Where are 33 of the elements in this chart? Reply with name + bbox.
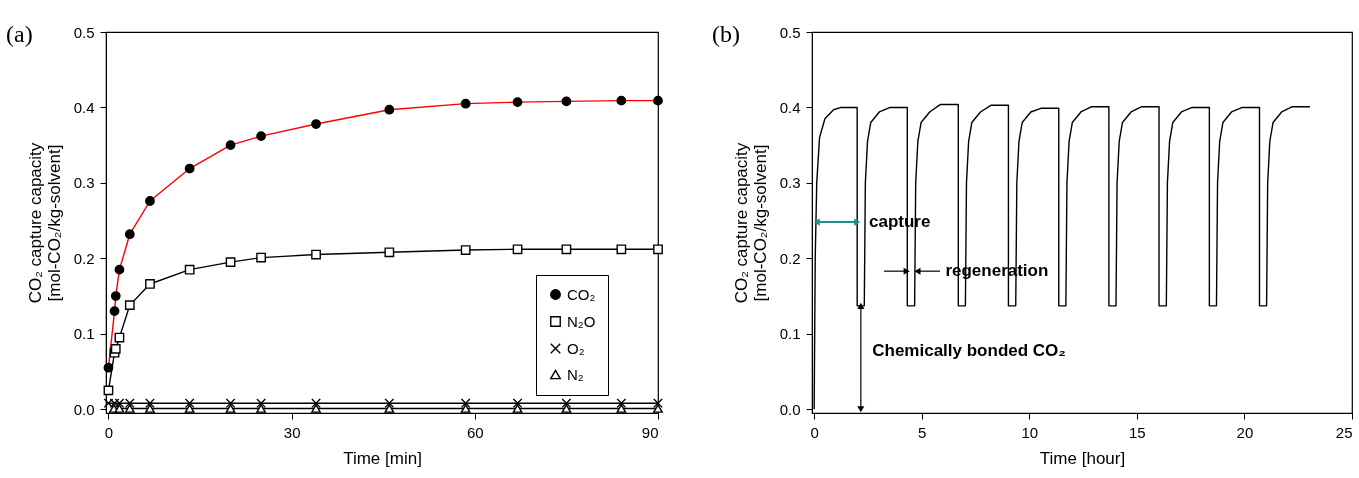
x-axis-title: Time [min] (343, 448, 422, 468)
y-axis-title: CO₂ capture capacity [mol-CO₂/kg-solvent] (731, 142, 770, 304)
x-tick-label: 10 (1021, 423, 1039, 441)
y-tick-label: 0.4 (73, 98, 95, 116)
y-tick-label: 0.5 (73, 23, 95, 41)
y-axis-title: CO₂ capture capacity [mol-CO₂/kg-solvent] (25, 142, 64, 304)
chart-title: (a) (6, 21, 33, 47)
y-tick-label: 0.5 (779, 23, 801, 41)
y-tick-label: 0.0 (779, 400, 801, 418)
x-tick-label: 20 (1236, 423, 1254, 441)
y-tick-label: 0.1 (779, 325, 801, 343)
y-tick-label: 0.2 (73, 249, 95, 267)
y-tick-label: 0.4 (779, 98, 801, 116)
x-tick-label: 30 (283, 423, 301, 441)
y-tick-label: 0.3 (73, 174, 95, 192)
y-tick-label: 0.0 (73, 400, 95, 418)
y-tick-label: 0.2 (779, 249, 801, 267)
x-tick-label: 60 (466, 423, 484, 441)
y-tick-label: 0.3 (779, 174, 801, 192)
x-axis-title: Time [hour] (1039, 448, 1126, 468)
legend-label: CO₂ (567, 285, 596, 303)
x-tick-label: 0 (810, 423, 819, 441)
annotation: Chemically bonded CO₂ (872, 341, 1066, 361)
x-tick-label: 0 (104, 423, 114, 441)
y-tick-label: 0.1 (73, 325, 95, 343)
legend-label: N₂ (567, 365, 584, 383)
x-tick-label: 25 (1335, 423, 1353, 441)
x-tick-label: 5 (918, 423, 927, 441)
legend-label: O₂ (567, 339, 585, 357)
legend-label: N₂O (567, 312, 596, 330)
chart-title: (b) (712, 21, 740, 47)
x-tick-label: 90 (641, 423, 659, 441)
x-tick-label: 15 (1129, 423, 1146, 441)
